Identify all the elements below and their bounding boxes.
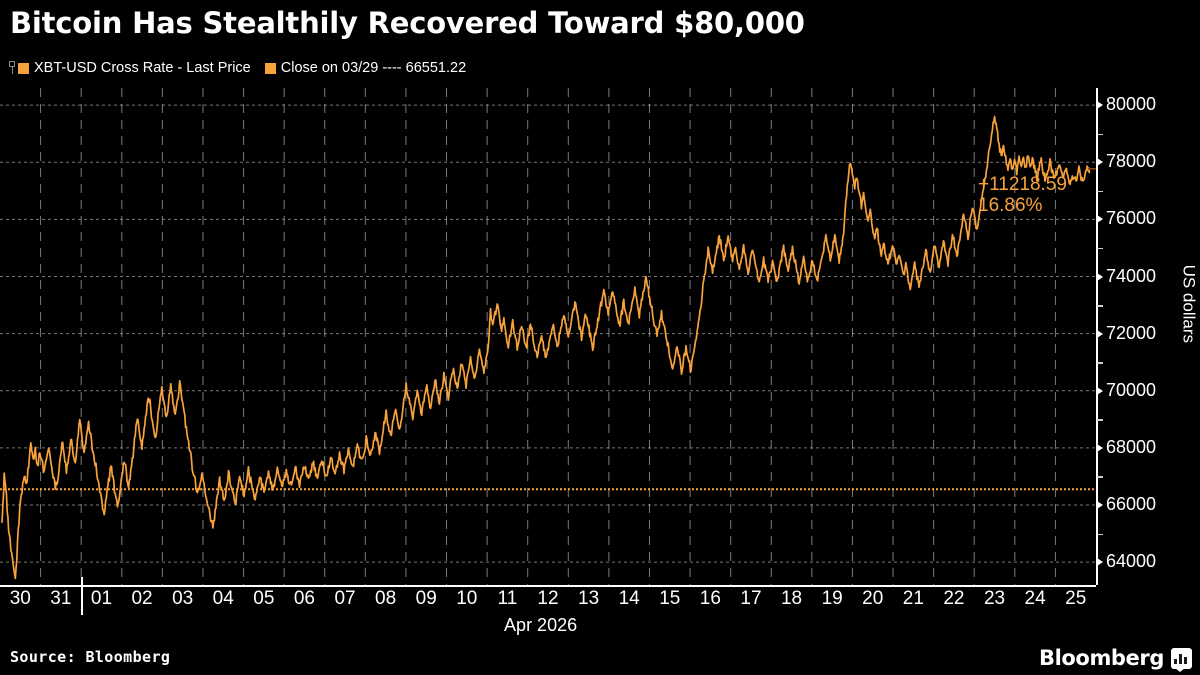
x-axis-title: Apr 2026 [504,615,578,635]
y-axis-tick-label: 64000 [1106,551,1157,572]
x-axis-tick-label: 05 [253,588,275,609]
y-axis-tick-label: 80000 [1106,94,1157,115]
x-axis-tick-label: 31 [50,588,72,609]
page-title: Bitcoin Has Stealthily Recovered Toward … [10,6,805,40]
change-annotation: +11218.59 16.86% [978,174,1067,217]
month-separator [81,577,83,615]
x-axis-tick-label: 07 [334,588,356,609]
price-chart-svg [0,88,1096,585]
x-axis-tick-label: 13 [578,588,600,609]
x-axis-tick-label: 09 [415,588,437,609]
y-axis-minor-tick [1097,533,1103,536]
brand-text: Bloomberg [1038,646,1164,670]
x-axis-line [0,585,1096,587]
x-axis-tick-label: 24 [1024,588,1046,609]
legend-label-reference: Close on 03/29 ---- 66551.22 [280,60,467,76]
pin-marker-icon [8,61,17,75]
x-axis-tick-label: 14 [618,588,640,609]
y-tick-arrow-icon [1097,215,1103,224]
x-axis-tick-label: 23 [983,588,1006,609]
y-tick-arrow-icon [1097,272,1103,281]
x-axis-tick-label: 22 [943,588,965,609]
y-axis-minor-tick [1097,362,1103,364]
y-axis-minor-tick [1097,305,1103,307]
y-tick-arrow-icon [1097,443,1103,452]
y-axis-tick-label: 76000 [1106,208,1157,229]
x-axis-tick-label: 19 [821,588,843,609]
y-axis-minor-tick [1097,133,1103,136]
y-axis-tick-label: 66000 [1106,494,1157,515]
x-axis-tick-label: 12 [537,588,559,609]
x-axis-tick-label: 03 [172,588,194,609]
x-axis-tick-label: 25 [1065,588,1087,609]
legend-item-reference: Close on 03/29 ---- 66551.22 [264,60,480,76]
x-axis: Apr 2026 30 31 01 02 03 04 05 06 07 08 09 10 11 12 13 1… [0,577,1096,645]
y-axis-minor-tick [1097,419,1103,421]
y-axis-minor-tick [1097,190,1103,193]
bloomberg-brand: Bloomberg [1038,646,1192,672]
x-axis-tick-label: 15 [659,588,681,609]
y-axis-title: US dollars [1179,264,1198,343]
legend-swatch-reference [264,62,276,74]
y-tick-arrow-icon [1097,329,1103,338]
y-tick-arrow-icon [1097,158,1103,167]
source-credit: Source: Bloomberg [10,648,171,666]
x-axis-tick-label: 02 [131,588,153,609]
y-axis-tick-label: 72000 [1106,322,1157,343]
y-axis-line [1096,88,1098,585]
plot-area [0,88,1096,585]
x-axis-tick-label: 21 [902,588,924,609]
x-axis-tick-label: 10 [456,588,478,609]
y-tick-arrow-icon [1097,501,1103,510]
x-axis-tick-label: 06 [293,588,316,609]
x-axis-tick-label: 11 [497,588,518,609]
x-axis-tick-label: 04 [212,588,234,609]
annotation-percent-change: 16.86% [978,195,1043,217]
x-axis-tick-label: 01 [90,588,113,609]
annotation-absolute-change: +11218.59 [978,174,1067,195]
x-axis-tick-label: 30 [9,588,31,609]
y-axis-minor-tick [1097,247,1103,250]
x-axis-tick-label: 20 [862,588,884,609]
x-axis-tick-label: 17 [740,588,762,609]
x-axis-tick-label: 16 [699,588,721,609]
x-axis-tick-label: 08 [375,588,397,609]
x-axis-tick-label: 18 [780,588,803,609]
y-axis-minor-tick [1097,476,1103,478]
legend-swatch-series [18,62,29,74]
y-axis: US dollars 64000 66000 68000 70000 72000 7400… [1096,88,1200,585]
y-tick-arrow-icon [1097,101,1103,110]
legend-label-series: XBT-USD Cross Rate - Last Price [34,60,251,76]
y-tick-arrow-icon [1097,386,1103,395]
y-tick-arrow-icon [1097,558,1103,567]
y-axis-tick-label: 70000 [1106,379,1157,400]
y-axis-tick-label: 74000 [1106,265,1157,286]
y-axis-tick-label: 68000 [1106,436,1157,457]
y-axis-tick-label: 78000 [1106,151,1157,172]
chart-legend: XBT-USD Cross Rate - Last Price Close on… [8,59,480,77]
bloomberg-terminal-icon [1171,647,1192,672]
